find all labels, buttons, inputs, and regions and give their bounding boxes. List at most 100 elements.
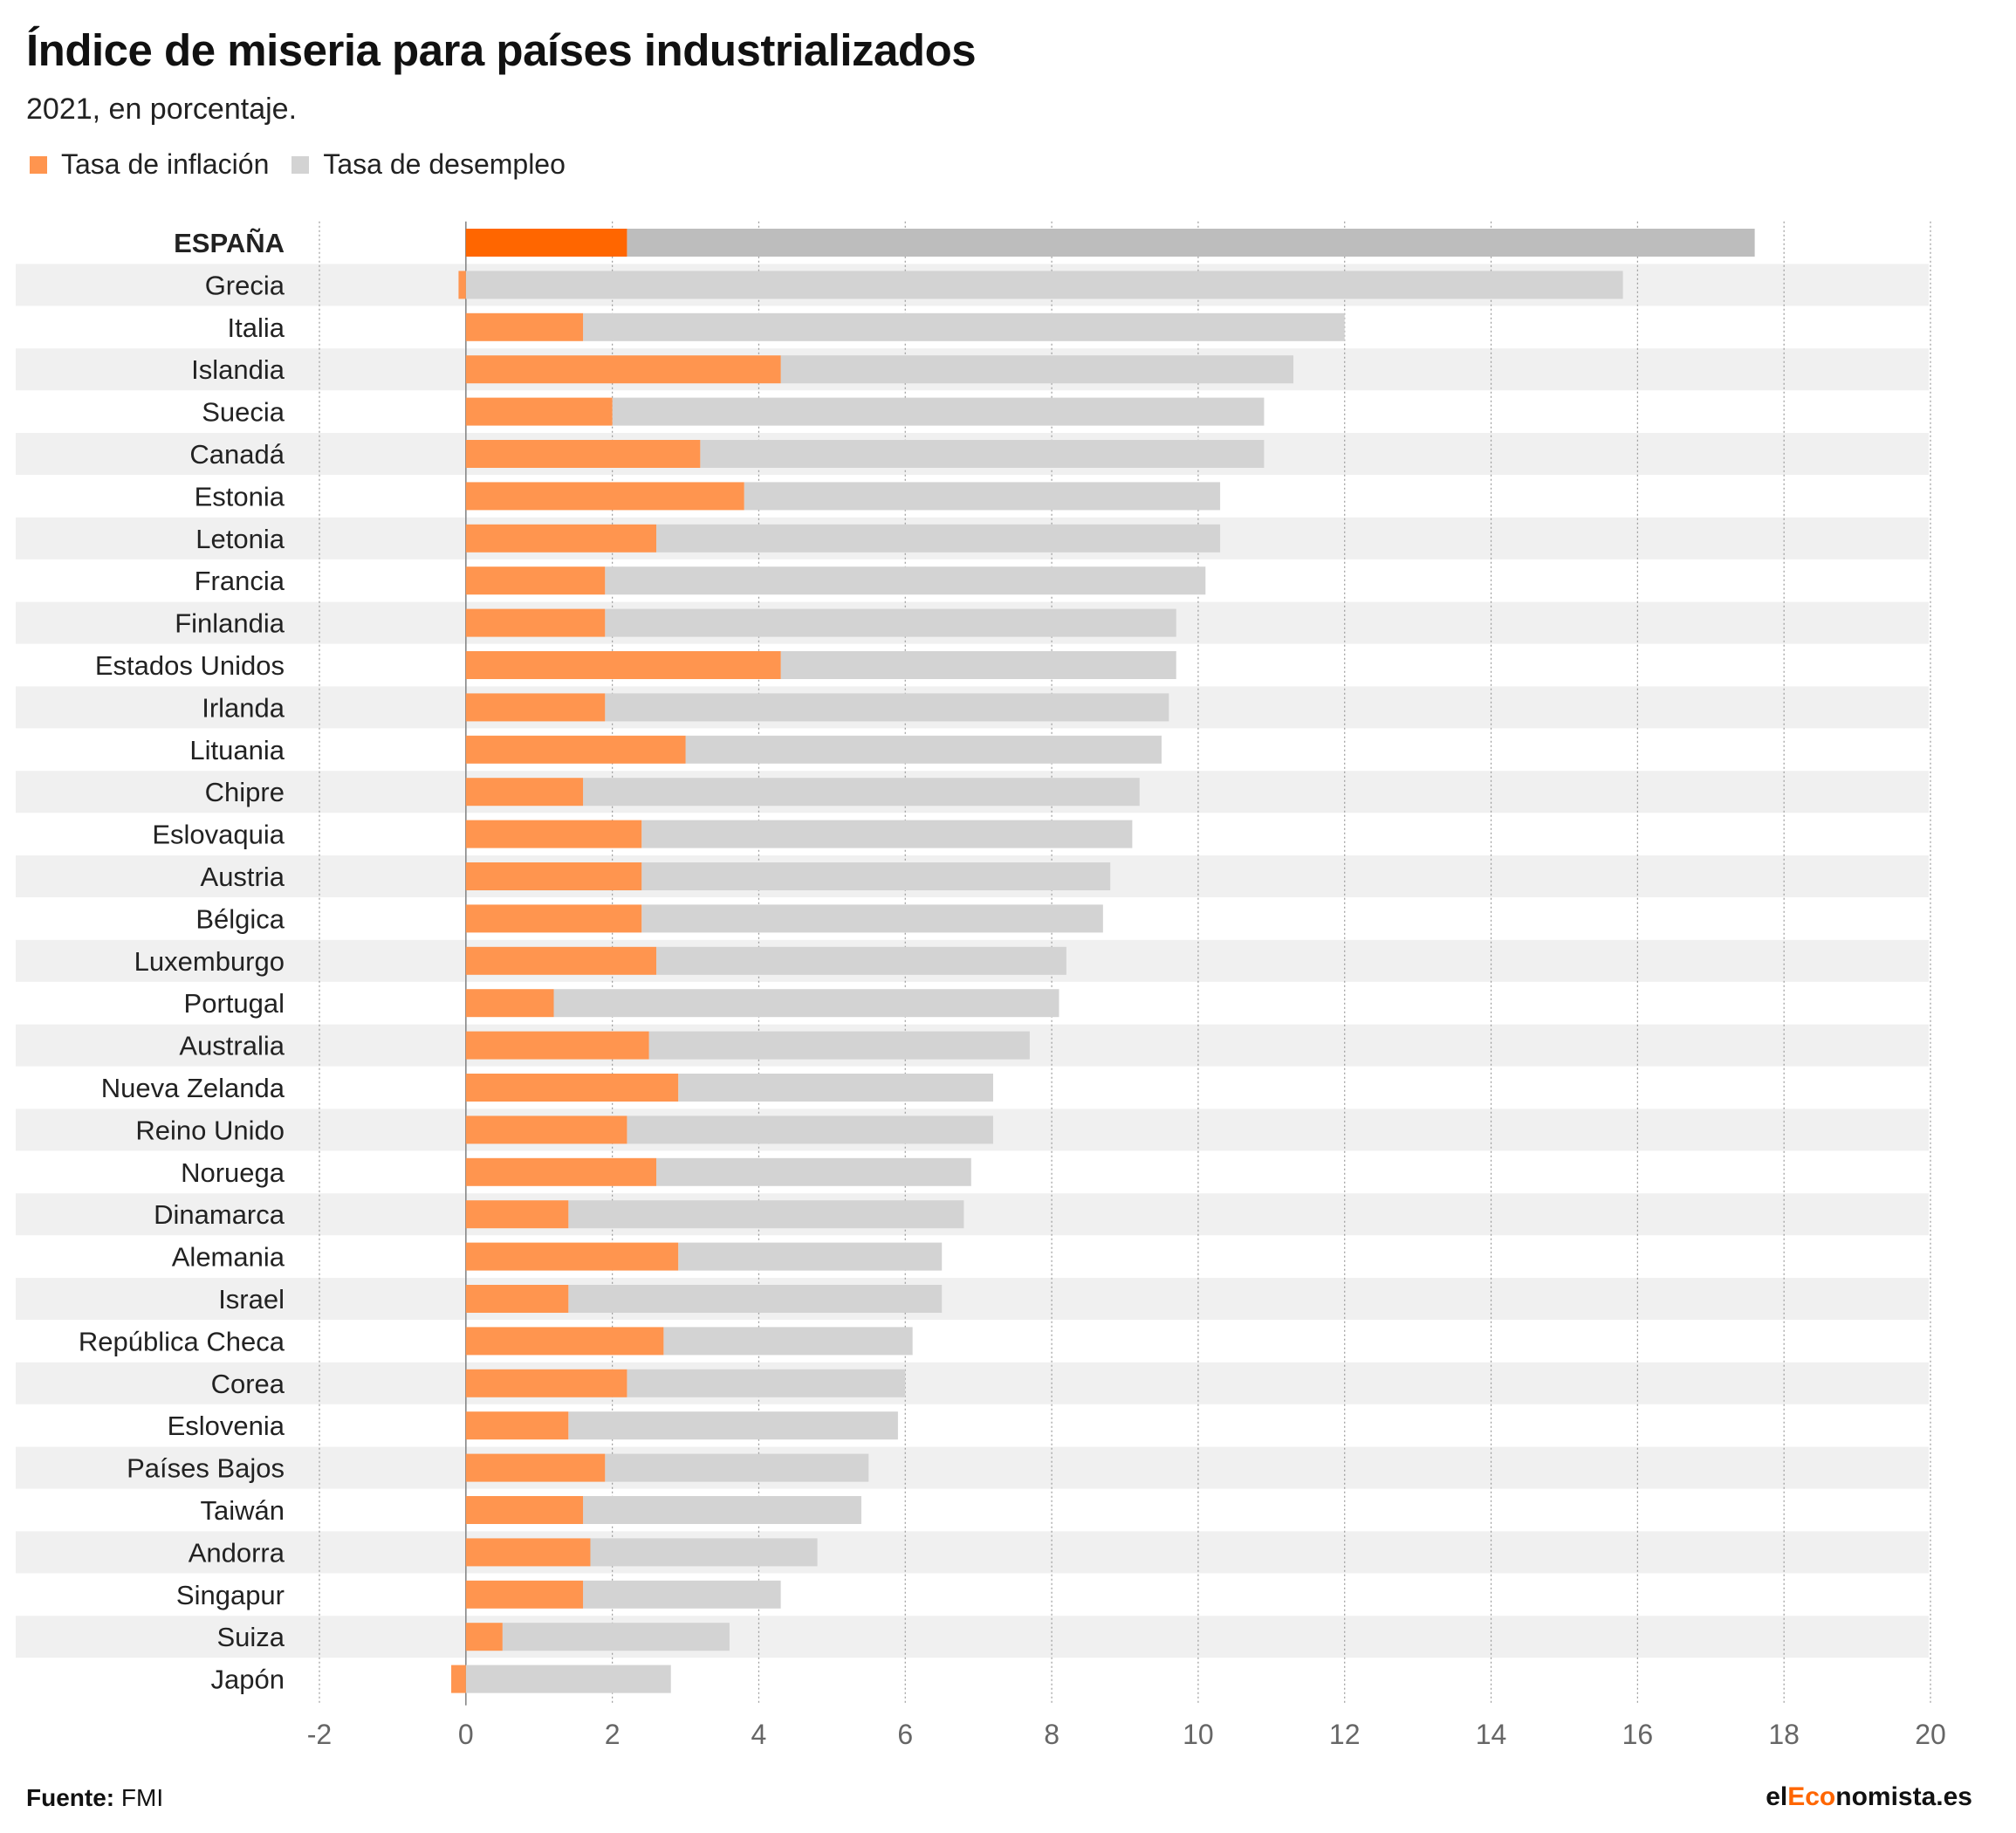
bar-inflation: [465, 735, 686, 764]
brand-suffix: nomista.es: [1835, 1782, 1972, 1811]
bar-inflation: [465, 1031, 649, 1060]
legend-label-unemployment: Tasa de desempleo: [323, 148, 566, 180]
bar-inflation: [465, 946, 656, 975]
brand-prefix: el: [1766, 1782, 1788, 1811]
bar-unemployment: [612, 397, 1265, 426]
bar-inflation: [465, 1285, 569, 1313]
bar-inflation: [465, 1116, 627, 1144]
category-label: Singapur: [176, 1580, 285, 1610]
bar-unemployment: [568, 1285, 943, 1313]
category-label: Suiza: [216, 1622, 285, 1652]
bar-unemployment: [583, 1580, 781, 1609]
bar-inflation: [465, 989, 554, 1018]
bar-inflation: [465, 608, 606, 637]
bar-inflation: [465, 1453, 606, 1482]
bar-inflation: [465, 482, 744, 511]
category-label: Chipre: [205, 777, 285, 807]
bar-inflation: [465, 1580, 584, 1609]
source-note: Fuente: FMI: [26, 1784, 163, 1812]
bar-unemployment: [605, 693, 1169, 722]
bar-unemployment: [627, 1369, 906, 1397]
x-tick-label: 2: [605, 1719, 621, 1750]
bar-inflation: [465, 1200, 569, 1229]
category-label: Bélgica: [195, 903, 285, 934]
bar-inflation: [465, 1496, 584, 1524]
bar-unemployment: [627, 1116, 993, 1144]
bar-unemployment: [641, 820, 1133, 848]
bar-inflation: [465, 651, 781, 679]
category-label: Irlanda: [202, 692, 285, 723]
bar-unemployment: [655, 946, 1066, 975]
category-label: Francia: [195, 566, 285, 596]
category-label: Estonia: [195, 481, 285, 511]
bar-unemployment: [465, 271, 1623, 299]
bar-inflation: [465, 904, 642, 933]
bar-chart: ESPAÑA Grecia Italia Islandia Suecia Canadá Es…: [16, 221, 1946, 1750]
category-label: Letonia: [195, 524, 285, 554]
bar-inflation: [465, 1411, 569, 1440]
category-label: Japón: [211, 1665, 285, 1695]
bar-inflation: [465, 1157, 656, 1186]
brand-logo: elEconomista.es: [1766, 1782, 1972, 1812]
legend: Tasa de inflación Tasa de desempleo: [30, 148, 588, 181]
bar-unemployment: [583, 312, 1345, 341]
category-label: Noruega: [181, 1157, 285, 1188]
bar-unemployment: [678, 1242, 943, 1271]
bar-inflation: [465, 693, 606, 722]
bar-unemployment: [590, 1538, 818, 1567]
bar-unemployment: [627, 229, 1755, 257]
category-label: Australia: [179, 1031, 285, 1061]
bar-unemployment: [648, 1031, 1030, 1060]
bar-unemployment: [780, 651, 1176, 679]
row-stripe: [16, 1531, 1929, 1574]
bar-inflation: [465, 1369, 627, 1397]
x-tick-label: 12: [1329, 1719, 1361, 1750]
x-tick-label: 20: [1915, 1719, 1946, 1750]
bar-inflation: [451, 1665, 466, 1693]
bar-unemployment: [641, 904, 1103, 933]
category-label: Austria: [201, 862, 285, 892]
legend-item-inflation: Tasa de inflación: [30, 148, 269, 181]
legend-swatch-unemployment: [291, 155, 310, 174]
legend-swatch-inflation: [30, 155, 47, 174]
category-label: Reino Unido: [135, 1115, 285, 1145]
bar-unemployment: [605, 1453, 869, 1482]
legend-label-inflation: Tasa de inflación: [61, 148, 270, 180]
x-tick-label: 14: [1476, 1719, 1507, 1750]
brand-accent: Eco: [1787, 1782, 1836, 1811]
category-label: Grecia: [205, 270, 285, 300]
category-label: ESPAÑA: [174, 228, 285, 258]
row-stripe: [16, 1193, 1929, 1236]
x-tick-label: 18: [1768, 1719, 1800, 1750]
bar-unemployment: [568, 1200, 964, 1229]
category-label: Italia: [228, 312, 285, 343]
category-label: Alemania: [172, 1242, 285, 1273]
bar-inflation: [465, 566, 606, 595]
bar-inflation: [465, 1242, 679, 1271]
bar-inflation: [465, 862, 642, 890]
bar-unemployment: [780, 355, 1293, 384]
bar-unemployment: [700, 440, 1265, 468]
bar-unemployment: [663, 1327, 913, 1356]
bar-unemployment: [685, 735, 1162, 764]
bar-inflation: [465, 1623, 503, 1651]
bar-inflation: [465, 524, 656, 553]
category-label: Islandia: [191, 354, 285, 385]
bar-inflation: [465, 778, 584, 807]
bar-unemployment: [583, 778, 1140, 807]
bar-inflation: [465, 1074, 679, 1102]
bar-unemployment: [605, 608, 1176, 637]
bar-unemployment: [641, 862, 1111, 890]
x-tick-label: 4: [751, 1719, 767, 1750]
category-label: Dinamarca: [154, 1199, 285, 1230]
bar-inflation: [465, 355, 781, 384]
x-tick-label: 8: [1044, 1719, 1059, 1750]
bar-inflation: [465, 1327, 664, 1356]
x-tick-label: 6: [897, 1719, 913, 1750]
category-label: Luxemburgo: [134, 946, 285, 977]
category-label: Estados Unidos: [95, 650, 285, 681]
x-tick-label: -2: [307, 1719, 332, 1750]
category-label: Canadá: [189, 439, 285, 470]
category-label: Israel: [218, 1284, 285, 1315]
bar-inflation: [465, 820, 642, 848]
